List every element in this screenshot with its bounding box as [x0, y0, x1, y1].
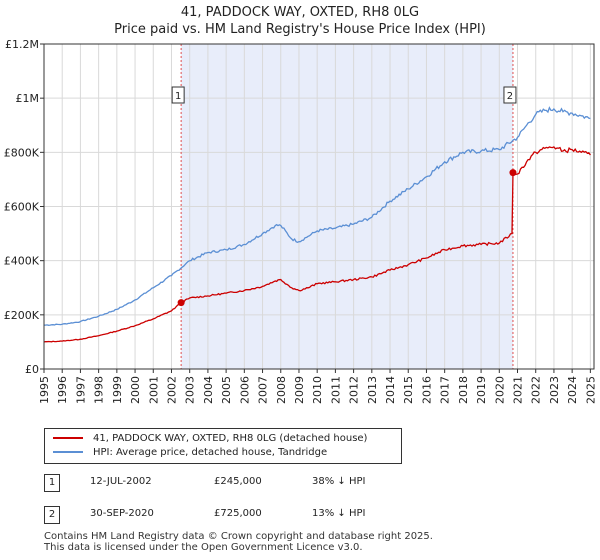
y-tick-label: £600K [4, 201, 40, 214]
x-tick-label: 2020 [493, 376, 506, 404]
x-tick-label: 2013 [366, 376, 379, 404]
series-lines [43, 106, 591, 343]
legend: 41, PADDOCK WAY, OXTED, RH8 0LG (detache… [44, 428, 402, 464]
x-tick-label: 2010 [311, 376, 324, 404]
x-tick-label: 2008 [275, 376, 288, 404]
sale-number-label: 1 [175, 91, 181, 102]
sale-points [177, 169, 517, 307]
legend-item-hpi: HPI: Average price, detached house, Tand… [53, 446, 327, 460]
x-tick-label: 1995 [38, 376, 51, 404]
footer-line-2: This data is licensed under the Open Gov… [44, 542, 363, 553]
x-axis: 1995 1996 1997 1998 1999 2000 2001 2002 2003 2004… [38, 369, 597, 404]
y-tick-label: £0 [25, 363, 39, 376]
x-tick-label: 2016 [420, 376, 433, 404]
x-tick-label: 2014 [384, 376, 397, 404]
y-axis: £0 £200K £400K £600K £800K £1M £1.2M [4, 38, 44, 376]
x-tick-label: 2001 [147, 376, 160, 404]
x-tick-label: 2023 [548, 376, 561, 404]
x-tick-label: 2022 [530, 376, 543, 404]
sale-row: 2 30-SEP-2020 £725,000 13% ↓ HPI [44, 506, 424, 524]
sale-number-box [503, 86, 517, 104]
x-tick-label: 2021 [512, 376, 525, 404]
x-tick-label: 2006 [238, 376, 251, 404]
x-tick-label: 2015 [402, 376, 415, 404]
x-tick-label: 1996 [56, 376, 69, 404]
grid [43, 43, 594, 370]
price-chart: £0£200K£400K£600K£800K£1M£1.2M 1995 1996 1… [4, 38, 598, 404]
sale-number-badge: 1 [44, 474, 60, 492]
x-tick-label: 2017 [439, 376, 452, 404]
chart-title: 41, PADDOCK WAY, OXTED, RH8 0LG Price pa… [0, 4, 600, 38]
sale-hpi-diff: 13% ↓ HPI [312, 508, 366, 519]
hpi-line [44, 106, 591, 326]
title-line-1: 41, PADDOCK WAY, OXTED, RH8 0LG [180, 5, 420, 20]
y-tick-label: £1M [16, 92, 40, 105]
y-tick-label: £800K [4, 146, 40, 159]
x-tick-label: 2018 [457, 376, 470, 404]
x-tick-label: 2002 [165, 376, 178, 404]
y-tick-label: £200K [4, 309, 40, 322]
sale-number-badge: 2 [44, 506, 60, 524]
legend-item-property: 41, PADDOCK WAY, OXTED, RH8 0LG (detache… [53, 432, 367, 446]
title-line-2: Price paid vs. HM Land Registry's House … [114, 22, 486, 37]
x-tick-label: 2019 [475, 376, 488, 404]
sale-hpi-diff: 38% ↓ HPI [312, 476, 366, 487]
x-tick-label: 2011 [329, 376, 342, 404]
x-tick-label: 2009 [293, 376, 306, 404]
sale-point [177, 299, 185, 307]
footer: Contains HM Land Registry data © Crown c… [44, 531, 433, 553]
sale-number-box [171, 86, 185, 104]
y-tick-label: £1.2M [5, 38, 39, 51]
legend-label-hpi: HPI: Average price, detached house, Tand… [93, 447, 328, 458]
x-tick-label: 2004 [202, 376, 215, 404]
x-tick-label: 1998 [93, 376, 106, 404]
legend-label-property: 41, PADDOCK WAY, OXTED, RH8 0LG (detache… [93, 433, 368, 444]
x-tick-label: 2003 [184, 376, 197, 404]
footer-line-1: Contains HM Land Registry data © Crown c… [44, 531, 433, 542]
y-tick-label: £400K [4, 255, 40, 268]
plot-frame [43, 43, 595, 370]
x-tick-label: 2024 [566, 376, 579, 404]
property-price-line [43, 146, 591, 343]
x-tick-label: 2007 [257, 376, 270, 404]
sale-price: £245,000 [214, 476, 262, 487]
x-tick-label: 2012 [348, 376, 361, 404]
legend-swatch-hpi [53, 451, 83, 453]
legend-swatch-property [53, 437, 83, 439]
sale-row: 1 12-JUL-2002 £245,000 38% ↓ HPI [44, 474, 424, 492]
sale-number-label: 2 [507, 91, 513, 102]
x-tick-label: 2005 [220, 376, 233, 404]
x-tick-label: 2025 [584, 376, 597, 404]
x-tick-label: 1997 [74, 376, 87, 404]
sale-date: 12-JUL-2002 [90, 476, 152, 487]
sale-price: £725,000 [214, 508, 262, 519]
x-tick-label: 1999 [111, 376, 124, 404]
x-tick-label: 2000 [129, 376, 142, 404]
sale-point [509, 169, 517, 177]
sale-date: 30-SEP-2020 [90, 508, 154, 519]
